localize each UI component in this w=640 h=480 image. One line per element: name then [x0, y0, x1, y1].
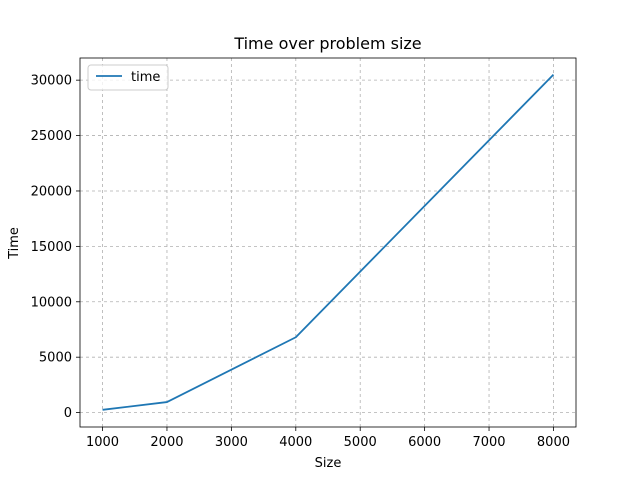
- y-tick-label: 15000: [31, 240, 72, 255]
- x-tick-label: 1000: [86, 435, 119, 450]
- plot-area: [80, 58, 576, 427]
- x-tick-label: 4000: [279, 435, 312, 450]
- chart-title: Time over problem size: [233, 34, 421, 53]
- y-tick-label: 30000: [31, 74, 72, 89]
- series-line-time: [102, 73, 555, 411]
- x-tick-label: 8000: [537, 435, 570, 450]
- y-tick-label: 20000: [31, 184, 72, 199]
- y-tick-label: 25000: [31, 129, 72, 144]
- x-axis-label: Size: [315, 456, 342, 471]
- x-ticks: 1000 2000 3000 4000 5000 6000 7000 8000: [86, 427, 570, 450]
- grid: [80, 58, 576, 427]
- x-tick-label: 7000: [472, 435, 505, 450]
- y-axis-label: Time: [7, 227, 22, 260]
- legend-label: time: [131, 70, 160, 85]
- series-lines: [102, 73, 555, 411]
- y-tick-label: 0: [64, 406, 72, 421]
- x-tick-label: 6000: [408, 435, 441, 450]
- y-ticks: 0 5000 10000 15000 20000 25000 30000: [31, 74, 80, 421]
- y-tick-label: 10000: [31, 295, 72, 310]
- x-tick-label: 5000: [344, 435, 377, 450]
- legend: time: [87, 64, 169, 91]
- legend-box: [87, 64, 169, 91]
- x-tick-label: 3000: [215, 435, 248, 450]
- plot-frame: [79, 57, 577, 428]
- x-tick-label: 2000: [150, 435, 183, 450]
- y-tick-label: 5000: [39, 351, 72, 366]
